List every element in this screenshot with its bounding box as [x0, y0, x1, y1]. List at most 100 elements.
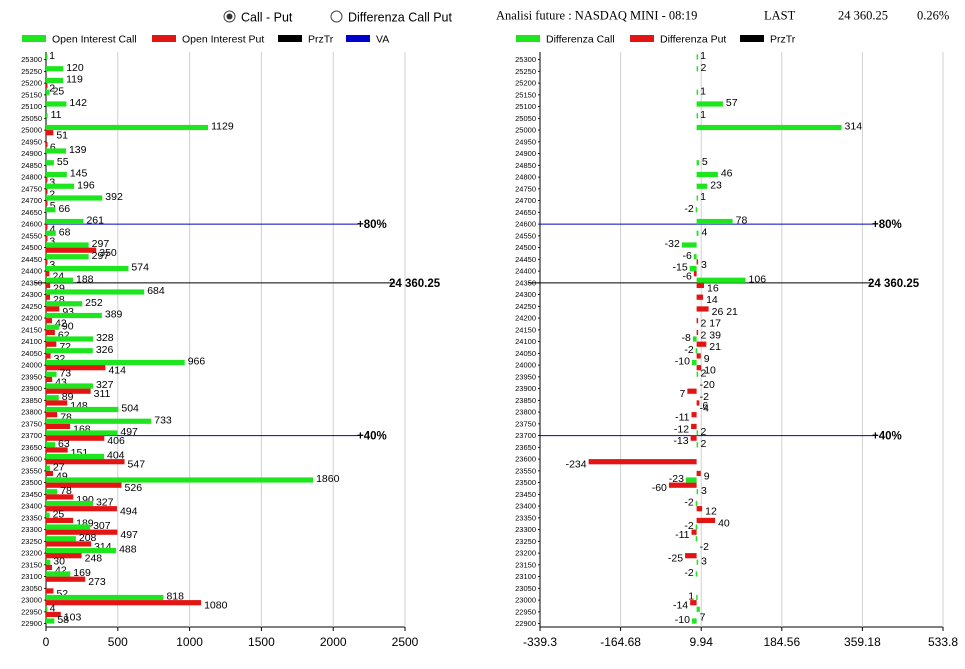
value-label-put: 350 [99, 247, 117, 259]
bar-call [696, 277, 746, 283]
bar-put [46, 294, 51, 300]
bar-put [46, 459, 125, 465]
chart-right: -339.3 -164.68 9.94 184.56 359.18 533.8 25300 2… [515, 50, 958, 649]
legend-label-prztr: PrzTr [308, 34, 334, 46]
bar-call [689, 265, 697, 272]
legend-right: Differenza Call Differenza Put PrzTr [516, 34, 796, 46]
bar-call [46, 359, 185, 366]
bar-put [46, 247, 97, 253]
value-label-call: -15 [673, 262, 688, 274]
value-label-call: 66 [58, 203, 70, 215]
bar-put [696, 259, 699, 265]
y-tick-label: 25150 [21, 90, 42, 99]
y-tick-label: 25050 [21, 114, 42, 123]
value-label-put: 40 [718, 517, 730, 529]
bar-put [46, 470, 54, 477]
bar-call [696, 66, 699, 72]
value-label-call: 1 [700, 191, 706, 203]
bar-call [46, 160, 54, 166]
x-tick-label: 0 [43, 635, 50, 649]
y-tick-label: 25100 [515, 102, 536, 111]
y-tick-label: 23650 [515, 443, 536, 452]
value-label-call: 733 [154, 414, 172, 426]
bar-call [46, 594, 164, 601]
y-tick-label: 24000 [515, 361, 536, 370]
bar-put [46, 259, 48, 265]
y-tick-label: 23800 [515, 408, 536, 417]
bar-put [46, 447, 68, 453]
value-label-call: 1 [700, 50, 706, 62]
bar-call [46, 348, 93, 354]
bar-put [685, 553, 697, 559]
y-tick-label: 24700 [515, 196, 536, 205]
value-label-call: 252 [85, 297, 103, 309]
y-tick-label: 25250 [21, 67, 42, 76]
y-tick-label: 23100 [515, 572, 536, 581]
value-label-put: -60 [652, 482, 667, 494]
analysis-title: Analisi future : NASDAQ MINI - 08:19 [496, 9, 697, 23]
value-label-put: 72 [59, 341, 71, 353]
value-label-put: -13 [673, 435, 688, 447]
bar-put [46, 482, 122, 488]
radio-differenza-circle[interactable] [330, 10, 343, 23]
y-tick-label: 23950 [515, 372, 536, 381]
y-tick-label: 23500 [515, 478, 536, 487]
bar-put [46, 506, 117, 512]
bar-call [46, 477, 314, 483]
value-label-call: 119 [66, 74, 83, 86]
bar-put [46, 576, 86, 582]
value-label-call: 208 [79, 532, 97, 544]
value-label-put: 78 [60, 412, 72, 424]
bar-put [46, 553, 82, 559]
y-tick-label: 24400 [515, 267, 536, 276]
bar-put [46, 130, 54, 136]
radio-differenza[interactable]: Differenza Call Put [330, 10, 453, 25]
value-label-put: -25 [668, 553, 683, 565]
y-tick-label: 25100 [21, 102, 42, 111]
value-label-put: 2 17 [701, 318, 722, 330]
value-label-call: -2 [684, 203, 693, 215]
legend-swatch-diff-put [630, 35, 654, 42]
value-label-call: 78 [60, 485, 72, 497]
bar-put [46, 141, 48, 148]
value-label-put: 526 [125, 482, 143, 494]
y-tick-label: 23650 [21, 443, 42, 452]
bar-call [46, 242, 89, 248]
y-tick-label: 22900 [515, 619, 536, 628]
value-label-call: 2 [701, 62, 707, 74]
bar-call [46, 453, 105, 460]
value-label-call: 196 [77, 179, 95, 191]
bar-put [690, 600, 697, 606]
bar-put [668, 482, 697, 488]
y-tick-label: 23950 [21, 372, 42, 381]
bar-call [696, 430, 699, 436]
bar-call [696, 124, 842, 131]
chart-left: 0 500 1000 1500 2000 250025300252502520025150… [21, 50, 441, 649]
value-label-put: 28 [53, 294, 65, 306]
bar-put [46, 376, 53, 383]
value-label-call: 25 [53, 85, 65, 97]
value-label-call: 90 [62, 320, 74, 332]
bar-put [46, 318, 53, 324]
y-tick-label: 23600 [515, 455, 536, 464]
radio-call-put-label[interactable]: Call - Put [241, 11, 293, 25]
bar-call [46, 618, 55, 624]
value-label-put: 52 [56, 588, 68, 600]
bar-put [46, 529, 118, 535]
y-tick-label: 23050 [515, 584, 536, 593]
bar-put [46, 177, 48, 183]
y-tick-label: 23450 [515, 490, 536, 499]
x-tick-label: 9.94 [690, 635, 714, 649]
radio-call-put[interactable]: Call - Put [223, 10, 293, 25]
y-tick-label: 23850 [21, 396, 42, 405]
value-label-call: 188 [76, 273, 94, 285]
bar-call [46, 547, 117, 554]
value-label-put: 12 [705, 506, 717, 518]
y-tick-label: 23550 [515, 466, 536, 475]
bar-call [696, 371, 699, 377]
bar-put [696, 306, 709, 312]
radio-differenza-label[interactable]: Differenza Call Put [348, 11, 453, 25]
value-label-call: 327 [96, 497, 114, 509]
bar-call [46, 289, 145, 295]
value-label-put: 2 [49, 188, 55, 200]
